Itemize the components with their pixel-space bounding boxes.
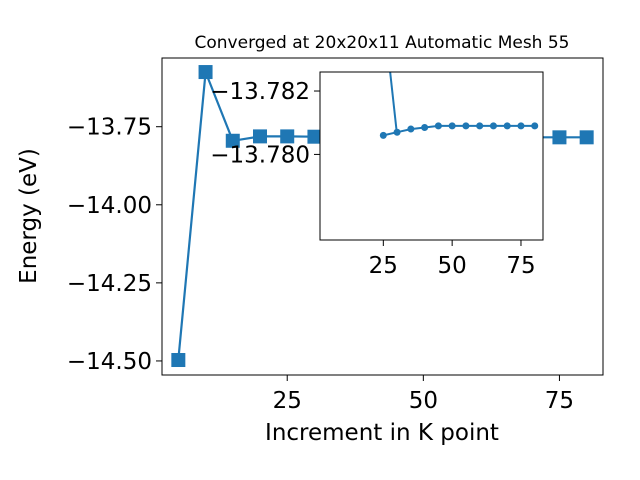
inset-data-point <box>434 122 442 130</box>
inset-data-point <box>393 128 401 136</box>
inset-data-point <box>407 125 415 133</box>
inset-data-point <box>421 123 429 131</box>
inset-data-point <box>531 122 539 130</box>
inset-x-tick-label: 25 <box>369 253 398 279</box>
main-data-point <box>579 130 594 145</box>
x-tick-label: 25 <box>273 388 302 414</box>
x-tick-label: 50 <box>409 388 438 414</box>
y-tick-label: −14.50 <box>67 349 152 375</box>
x-tick-label: 75 <box>545 388 574 414</box>
inset-ticks: 25 50 75 −13.782 −13.780 <box>210 79 535 279</box>
inset-plot: 25 50 75 −13.782 −13.780 <box>210 71 544 279</box>
inset-series <box>379 72 539 139</box>
main-data-point <box>171 353 186 368</box>
inset-data-point <box>462 122 470 130</box>
y-tick-label: −14.25 <box>67 271 152 297</box>
inset-offscreen-segment <box>389 72 399 136</box>
y-axis-label: Energy (eV) <box>16 148 42 284</box>
main-data-point <box>552 130 567 145</box>
inset-plot-background <box>320 72 543 240</box>
main-ticks: 25 50 75 −14.50 −14.25 −14.00 −13.75 <box>67 115 574 414</box>
chart-title: Converged at 20x20x11 Automatic Mesh 55 <box>195 33 570 53</box>
main-data-point <box>198 65 213 80</box>
inset-plot-frame <box>319 71 544 241</box>
inset-data-point <box>448 122 456 130</box>
main-data-point <box>280 129 295 144</box>
inset-data-point <box>517 122 525 130</box>
inset-x-tick-label: 75 <box>506 253 535 279</box>
main-data-point <box>307 129 322 144</box>
inset-y-tick-label: −13.782 <box>210 79 310 105</box>
inset-data-point <box>476 122 484 130</box>
y-tick-label: −13.75 <box>67 115 152 141</box>
inset-data-point <box>379 131 387 139</box>
main-plot-frame <box>161 57 604 376</box>
x-axis-label: Increment in K point <box>265 420 499 446</box>
inset-y-tick-label: −13.780 <box>210 142 310 168</box>
y-tick-label: −14.00 <box>67 193 152 219</box>
main-data-point <box>225 133 240 148</box>
inset-data-point <box>489 122 497 130</box>
inset-x-tick-label: 50 <box>438 253 467 279</box>
inset-marks <box>379 72 539 139</box>
inset-data-point <box>503 122 511 130</box>
main-data-point <box>253 129 267 144</box>
